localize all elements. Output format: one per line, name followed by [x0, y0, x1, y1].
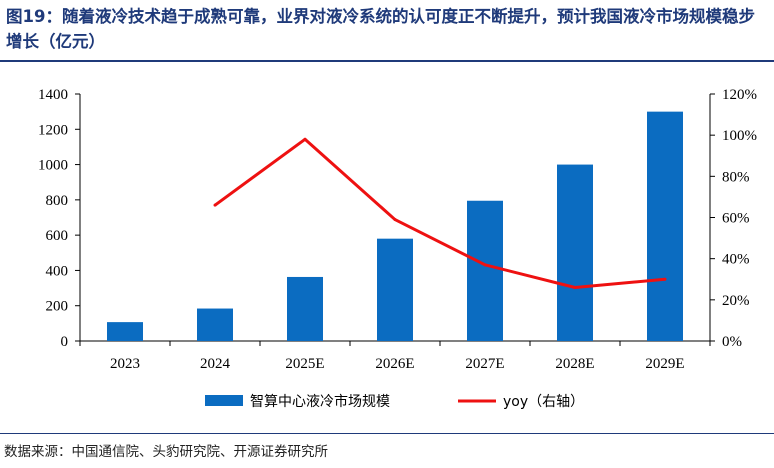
yoy-point — [213, 203, 217, 207]
y-right-tick-label: 100% — [722, 128, 757, 144]
y-left-tick-label: 0 — [61, 334, 69, 350]
x-tick-label: 2025E — [285, 356, 324, 372]
bar — [107, 322, 143, 341]
bar — [557, 164, 593, 341]
source-divider — [0, 433, 774, 434]
x-tick-label: 2023 — [110, 356, 140, 372]
yoy-point — [303, 137, 307, 141]
y-left-tick-label: 1200 — [38, 122, 68, 138]
source-note: 数据来源：中国通信院、头豹研究院、开源证券研究所 — [4, 444, 328, 460]
yoy-point — [393, 218, 397, 222]
yoy-point — [663, 277, 667, 281]
bar — [287, 276, 323, 341]
yoy-line — [214, 137, 666, 289]
y-left-tick-label: 1400 — [38, 87, 68, 103]
y-left-axis: 0 200 400 600 800 1000 1200 1400 — [38, 87, 81, 350]
y-left-tick-label: 600 — [46, 228, 69, 244]
yoy-point — [573, 285, 577, 289]
legend-bar-swatch — [205, 395, 243, 406]
y-left-tick-label: 400 — [46, 263, 69, 279]
y-left-tick-label: 200 — [46, 299, 69, 315]
y-right-tick-label: 20% — [722, 293, 750, 309]
yoy-line-series — [213, 137, 667, 289]
bar — [647, 111, 683, 342]
y-right-tick-label: 60% — [722, 211, 750, 227]
y-right-tick-label: 40% — [722, 252, 750, 268]
chart-title: 图19：随着液冷技术趋于成熟可靠，业界对液冷系统的认可度正不断提升，预计我国液冷… — [6, 7, 755, 51]
title-divider — [0, 60, 774, 62]
y-right-tick-label: 120% — [722, 87, 757, 103]
bar — [197, 308, 233, 341]
legend: 智算中心液冷市场规模 yoy（右轴） — [205, 393, 584, 410]
y-right-tick-label: 80% — [722, 169, 750, 185]
bar — [377, 238, 413, 341]
y-right-axis: 0% 20% 40% 60% 80% 100% 120% — [709, 87, 757, 350]
legend-line-label: yoy（右轴） — [503, 394, 584, 410]
bar-series — [107, 111, 683, 342]
yoy-point — [483, 263, 487, 267]
x-tick-label: 2024 — [200, 356, 231, 372]
x-tick-label: 2029E — [645, 356, 684, 372]
x-axis: 2023 2024 2025E 2026E 2027E 2028E 2029E — [79, 340, 711, 372]
y-right-tick-label: 0% — [722, 334, 742, 350]
x-tick-label: 2027E — [465, 356, 504, 372]
x-tick-label: 2026E — [375, 356, 414, 372]
bar — [467, 200, 503, 341]
y-left-tick-label: 800 — [46, 193, 69, 209]
x-tick-label: 2028E — [555, 356, 594, 372]
y-left-tick-label: 1000 — [38, 158, 68, 174]
legend-bar-label: 智算中心液冷市场规模 — [250, 393, 390, 410]
